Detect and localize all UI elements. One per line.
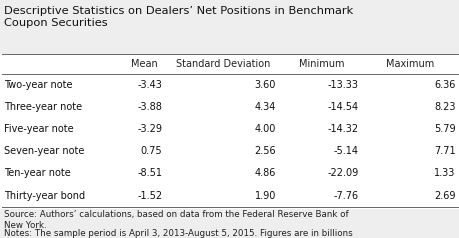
Text: 4.00: 4.00 bbox=[254, 124, 275, 134]
Text: Notes: The sample period is April 3, 2013-August 5, 2015. Figures are in billion: Notes: The sample period is April 3, 201… bbox=[4, 229, 352, 238]
Text: Descriptive Statistics on Dealers’ Net Positions in Benchmark
Coupon Securities: Descriptive Statistics on Dealers’ Net P… bbox=[4, 6, 352, 28]
Text: -14.32: -14.32 bbox=[327, 124, 358, 134]
Text: 1.90: 1.90 bbox=[254, 190, 275, 201]
Text: -14.54: -14.54 bbox=[327, 102, 358, 112]
Text: -22.09: -22.09 bbox=[327, 168, 358, 178]
Text: 6.36: 6.36 bbox=[433, 80, 454, 90]
Text: Mean: Mean bbox=[130, 59, 157, 69]
Text: 7.71: 7.71 bbox=[433, 146, 454, 156]
Text: -1.52: -1.52 bbox=[137, 190, 162, 201]
Text: Maximum: Maximum bbox=[386, 59, 434, 69]
Text: Thirty-year bond: Thirty-year bond bbox=[4, 190, 84, 201]
Text: -5.14: -5.14 bbox=[333, 146, 358, 156]
Text: Five-year note: Five-year note bbox=[4, 124, 73, 134]
Text: 0.75: 0.75 bbox=[140, 146, 162, 156]
Text: Three-year note: Three-year note bbox=[4, 102, 82, 112]
Text: -13.33: -13.33 bbox=[327, 80, 358, 90]
Text: Source: Authors’ calculations, based on data from the Federal Reserve Bank of
Ne: Source: Authors’ calculations, based on … bbox=[4, 210, 347, 230]
Text: Minimum: Minimum bbox=[298, 59, 343, 69]
Text: -7.76: -7.76 bbox=[333, 190, 358, 201]
Text: Standard Deviation: Standard Deviation bbox=[175, 59, 270, 69]
Text: 4.86: 4.86 bbox=[254, 168, 275, 178]
Text: -3.43: -3.43 bbox=[137, 80, 162, 90]
Text: Seven-year note: Seven-year note bbox=[4, 146, 84, 156]
Text: 5.79: 5.79 bbox=[433, 124, 454, 134]
Text: -3.29: -3.29 bbox=[137, 124, 162, 134]
Text: Ten-year note: Ten-year note bbox=[4, 168, 70, 178]
Text: 1.33: 1.33 bbox=[433, 168, 454, 178]
Text: 3.60: 3.60 bbox=[254, 80, 275, 90]
Text: -8.51: -8.51 bbox=[137, 168, 162, 178]
Text: -3.88: -3.88 bbox=[137, 102, 162, 112]
Text: 8.23: 8.23 bbox=[433, 102, 454, 112]
Text: Two-year note: Two-year note bbox=[4, 80, 72, 90]
Text: 4.34: 4.34 bbox=[254, 102, 275, 112]
Text: 2.69: 2.69 bbox=[433, 190, 454, 201]
Text: 2.56: 2.56 bbox=[254, 146, 275, 156]
FancyBboxPatch shape bbox=[0, 54, 459, 209]
